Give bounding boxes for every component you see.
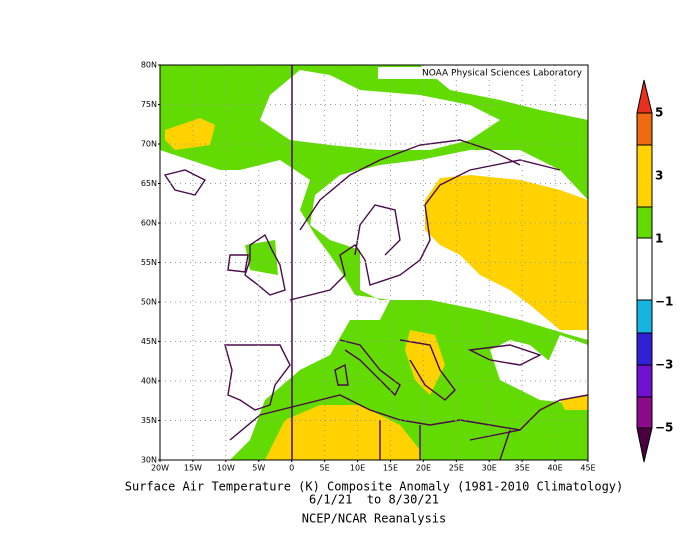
lon-label: 10E: [350, 464, 365, 473]
lon-label: 15W: [184, 464, 202, 473]
yellow-area: [425, 175, 588, 330]
lat-label: 40N: [141, 377, 157, 386]
lat-label: 75N: [141, 100, 157, 109]
lon-label: 35E: [515, 464, 530, 473]
white-area: [260, 70, 500, 150]
coastlines: [163, 139, 588, 460]
lon-label: 45E: [580, 464, 595, 473]
colorbar-label: −1: [655, 295, 673, 309]
yellow-area: [265, 405, 420, 460]
lon-label: 5E: [320, 464, 330, 473]
yellow-area: [405, 330, 445, 395]
lon-label: 25E: [449, 464, 464, 473]
colorbar: [636, 79, 653, 463]
map: NOAA Physical Sciences Laboratory: [160, 65, 588, 460]
lat-label: 55N: [141, 258, 157, 267]
caption-title: Surface Air Temperature (K) Composite An…: [125, 480, 624, 494]
lat-label: 45N: [141, 337, 157, 346]
lon-label: 5W: [252, 464, 265, 473]
white-area: [540, 335, 588, 390]
lon-label: 10W: [217, 464, 235, 473]
credit: NOAA Physical Sciences Laboratory: [422, 69, 583, 79]
lat-label: 60N: [141, 219, 157, 228]
colorbar-label: −5: [655, 421, 673, 435]
lat-label: 65N: [141, 179, 157, 188]
lon-label: 40E: [547, 464, 562, 473]
lon-label: 0: [289, 464, 294, 473]
lat-label: 70N: [141, 140, 157, 149]
colorbar-label: 3: [655, 169, 663, 183]
caption-dates: 6/1/21 to 8/30/21: [309, 493, 439, 507]
colorbar-label: −3: [655, 358, 673, 372]
lat-label: 50N: [141, 298, 157, 307]
lon-label: 15E: [383, 464, 398, 473]
green-area: [160, 65, 588, 460]
lat-label: 30N: [141, 456, 157, 465]
lat-label: 35N: [141, 416, 157, 425]
lon-label: 20W: [151, 464, 169, 473]
credit-box: [378, 67, 586, 79]
lon-label: 20E: [416, 464, 431, 473]
colorbar-label: 5: [655, 106, 663, 120]
green-area: [245, 240, 278, 275]
lat-label: 80N: [141, 61, 157, 70]
yellow-area: [165, 118, 215, 150]
caption-source: NCEP/NCAR Reanalysis: [302, 512, 447, 526]
colorbar-label: 1: [655, 232, 663, 246]
lon-label: 30E: [482, 464, 497, 473]
